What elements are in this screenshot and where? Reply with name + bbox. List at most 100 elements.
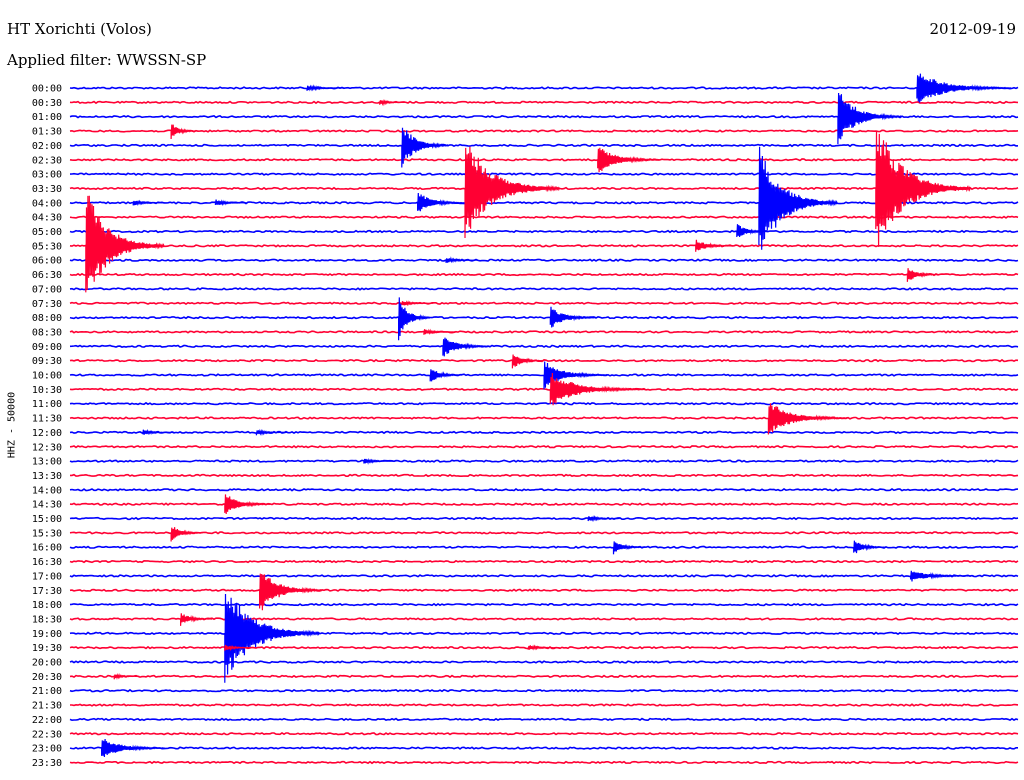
row-label-1830: 18:30 (32, 614, 62, 625)
row-label-2200: 22:00 (32, 715, 62, 726)
event-20 (398, 297, 431, 341)
trace-row-0000 (69, 86, 1019, 90)
trace-row-0830 (69, 330, 1019, 334)
event-3 (916, 73, 1012, 103)
row-label-0200: 02:00 (32, 141, 62, 152)
trace-row-0630 (69, 272, 1019, 277)
row-label-0800: 08:00 (32, 313, 62, 324)
row-label-2000: 20:00 (32, 658, 62, 669)
trace-row-1200 (69, 430, 1019, 435)
event-18 (906, 268, 940, 282)
row-label-2130: 21:30 (32, 701, 62, 712)
event-0 (306, 84, 345, 92)
event-41 (224, 644, 257, 652)
trace-row-0200 (69, 143, 1019, 148)
row-label-0930: 09:30 (32, 356, 62, 367)
trace-row-1400 (69, 488, 1019, 492)
row-label-2030: 20:30 (32, 672, 62, 683)
row-label-1800: 18:00 (32, 600, 62, 611)
trace-row-2200 (69, 717, 1019, 722)
row-label-1100: 11:00 (32, 399, 62, 410)
row-label-0730: 07:30 (32, 299, 62, 310)
row-label-1700: 17:00 (32, 571, 62, 582)
event-11 (417, 192, 465, 212)
trace-row-2300 (69, 746, 1018, 750)
event-9 (132, 199, 165, 206)
row-label-2230: 22:30 (32, 729, 62, 740)
row-label-1300: 13:00 (32, 457, 62, 468)
trace-row-0430 (69, 215, 1019, 219)
trace-row-1500 (69, 516, 1019, 521)
row-label-1730: 17:30 (32, 586, 62, 597)
row-label-1900: 19:00 (32, 629, 62, 640)
trace-row-0800 (69, 315, 1019, 320)
row-label-0400: 04:00 (32, 198, 62, 209)
row-label-1030: 10:30 (32, 385, 62, 396)
event-21 (549, 306, 598, 328)
event-24 (511, 354, 545, 369)
row-label-0130: 01:30 (32, 127, 62, 138)
trace-row-0930 (69, 358, 1019, 363)
row-label-0330: 03:30 (32, 184, 62, 195)
row-tick-labels: 00:00 00:30 01:00 01:30 02:00 02:30 03:00 03:30… (32, 84, 62, 769)
row-label-0600: 06:00 (32, 256, 62, 267)
trace-row-1730 (69, 588, 1019, 592)
filter-label: Applied filter: WWSSN-SP (7, 51, 207, 69)
event-30 (255, 428, 288, 437)
row-label-1130: 11:30 (32, 414, 62, 425)
row-label-0030: 00:30 (32, 98, 62, 109)
row-label-1430: 14:30 (32, 500, 62, 511)
trace-row-0700 (69, 287, 1019, 291)
station-title: HT Xorichti (Volos) (7, 20, 152, 38)
trace-row-0500 (69, 229, 1019, 234)
event-28 (767, 403, 848, 435)
trace-row-1300 (69, 459, 1019, 463)
trace-row-2330 (69, 760, 1019, 765)
event-6 (597, 147, 661, 173)
event-1 (379, 99, 405, 107)
trace-row-0730 (69, 301, 1019, 305)
event-8 (875, 130, 971, 247)
trace-row-0530 (69, 244, 1019, 248)
row-label-0300: 03:00 (32, 170, 62, 181)
row-label-1230: 12:30 (32, 442, 62, 453)
event-17 (445, 256, 478, 264)
trace-row-0230 (69, 158, 1019, 162)
event-31 (363, 458, 396, 465)
row-label-0900: 09:00 (32, 342, 62, 353)
trace-row-1900 (69, 631, 1019, 636)
row-label-0500: 05:00 (32, 227, 62, 238)
event-14 (736, 224, 769, 238)
row-label-1600: 16:00 (32, 543, 62, 554)
row-label-1400: 14:00 (32, 485, 62, 496)
event-36 (853, 540, 886, 554)
row-label-0630: 06:30 (32, 270, 62, 281)
trace-row-2230 (69, 732, 1019, 736)
trace-row-0130 (69, 129, 1019, 133)
event-38 (259, 573, 323, 611)
event-25 (429, 369, 462, 382)
trace-row-1100 (69, 401, 1019, 406)
event-32 (224, 494, 272, 515)
event-4 (170, 124, 197, 140)
event-12 (758, 146, 838, 250)
event-2 (837, 92, 902, 145)
event-23 (442, 337, 491, 357)
trace-row-1430 (69, 502, 1019, 506)
trace-row-1130 (69, 416, 1019, 420)
event-44 (101, 738, 165, 758)
event-40 (224, 593, 320, 683)
event-19 (401, 300, 434, 307)
row-label-1500: 15:00 (32, 514, 62, 525)
event-7 (464, 146, 561, 239)
event-layer (85, 73, 1012, 758)
row-label-1200: 12:00 (32, 428, 62, 439)
event-43 (113, 672, 140, 680)
event-5 (401, 127, 450, 168)
row-label-0000: 00:00 (32, 84, 62, 95)
row-label-1630: 16:30 (32, 557, 62, 568)
event-15 (85, 195, 165, 293)
row-label-0230: 02:30 (32, 155, 62, 166)
row-label-2330: 23:30 (32, 758, 62, 769)
